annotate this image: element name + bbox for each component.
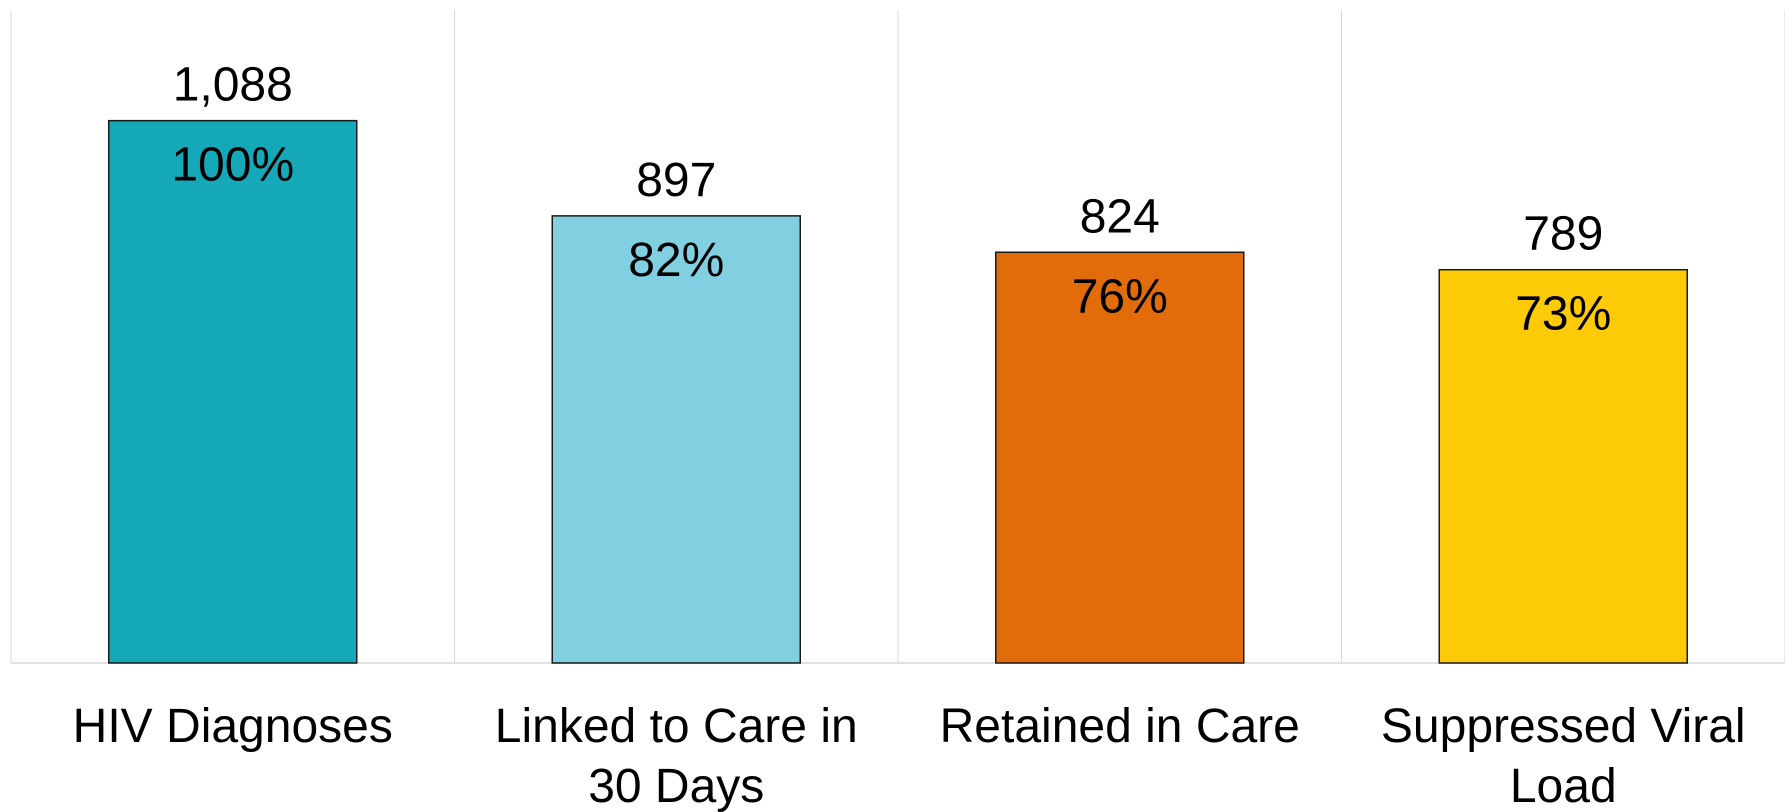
category-label-line: Retained in Care	[940, 700, 1300, 753]
chart-bars	[108, 119, 1688, 664]
value-label: 824	[1080, 190, 1160, 243]
category-label: HIV Diagnoses	[73, 700, 393, 753]
percent-label: 100%	[171, 139, 294, 192]
bar	[108, 119, 358, 664]
category-axis: HIV Diagnoses Linked to Care in 30 Days Ret…	[73, 700, 1746, 812]
category-label: Retained in Care	[940, 700, 1300, 753]
value-label: 789	[1523, 208, 1603, 261]
category-label-line: Suppressed Viral	[1381, 700, 1746, 753]
category-label-line: 30 Days	[588, 760, 764, 812]
percent-label: 76%	[1072, 270, 1168, 323]
category-label-line: Load	[1510, 760, 1617, 812]
value-label: 897	[636, 154, 716, 207]
category-label: Linked to Care in 30 Days	[495, 700, 858, 812]
percent-label: 73%	[1515, 288, 1611, 341]
category-label: Suppressed Viral Load	[1381, 700, 1746, 812]
bar	[551, 215, 801, 664]
category-label-line: HIV Diagnoses	[73, 700, 393, 753]
chart-labels: 1,088 100% 897 82% 824 76% 789 73%	[171, 59, 1611, 341]
percent-label: 82%	[628, 234, 724, 287]
bar	[995, 251, 1245, 664]
category-label-line: Linked to Care in	[495, 700, 858, 753]
bar	[1438, 268, 1688, 664]
value-label: 1,088	[173, 59, 293, 112]
